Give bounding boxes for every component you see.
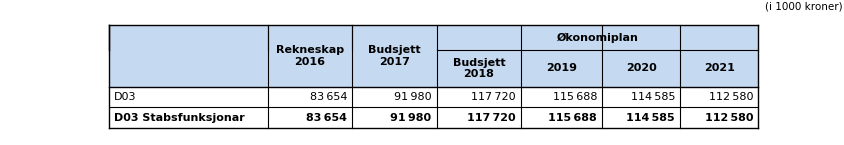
Text: Rekneskap
2016: Rekneskap 2016 bbox=[276, 45, 344, 67]
Text: 115 688: 115 688 bbox=[553, 92, 598, 102]
Text: (i 1000 kroner): (i 1000 kroner) bbox=[765, 1, 842, 11]
Text: 83 654: 83 654 bbox=[306, 113, 347, 123]
Text: 117 720: 117 720 bbox=[471, 92, 516, 102]
Bar bbox=[109, 87, 758, 128]
Text: D03 Stabsfunksjonar: D03 Stabsfunksjonar bbox=[114, 113, 245, 123]
Text: 115 688: 115 688 bbox=[549, 113, 598, 123]
Text: D03: D03 bbox=[114, 92, 137, 102]
Text: 112 580: 112 580 bbox=[705, 113, 753, 123]
Text: 83 654: 83 654 bbox=[310, 92, 347, 102]
Text: 91 980: 91 980 bbox=[394, 92, 431, 102]
Text: 91 980: 91 980 bbox=[391, 113, 431, 123]
Text: Økonomiplan: Økonomiplan bbox=[556, 32, 638, 43]
Text: 117 720: 117 720 bbox=[468, 113, 516, 123]
Bar bbox=[109, 25, 437, 50]
Text: Budsjett
2018: Budsjett 2018 bbox=[452, 58, 506, 79]
Text: 2019: 2019 bbox=[546, 63, 577, 73]
Text: Budsjett
2017: Budsjett 2017 bbox=[368, 45, 421, 67]
Text: 114 585: 114 585 bbox=[626, 113, 675, 123]
Text: 112 580: 112 580 bbox=[709, 92, 753, 102]
Text: 2020: 2020 bbox=[626, 63, 657, 73]
Text: 2021: 2021 bbox=[704, 63, 735, 73]
Bar bbox=[109, 25, 758, 87]
Text: 114 585: 114 585 bbox=[630, 92, 675, 102]
